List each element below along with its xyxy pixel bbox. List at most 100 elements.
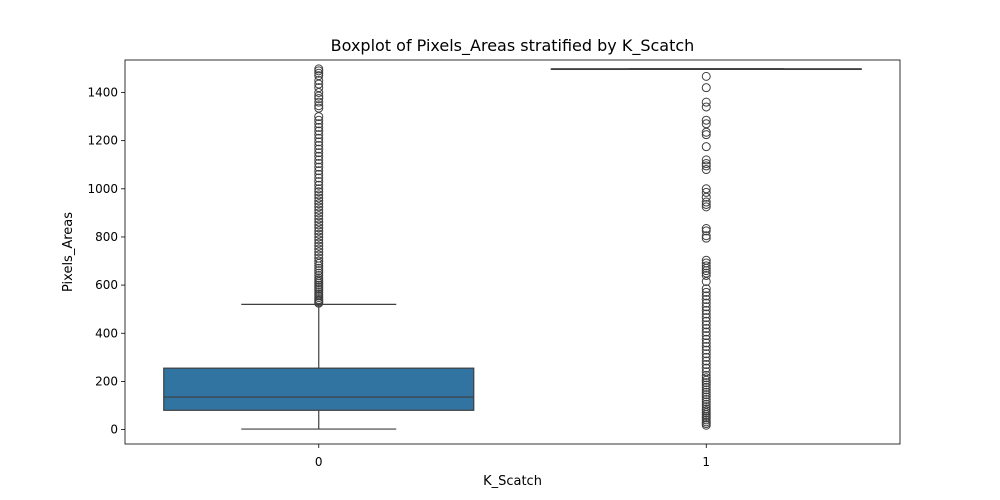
outlier-point [701, 161, 711, 171]
plot-frame [124, 59, 901, 445]
outlier-point [314, 180, 324, 190]
y-tick-label: 1200 [87, 134, 118, 148]
outlier-point [701, 331, 711, 341]
outlier-point [314, 270, 324, 280]
plot-area [163, 64, 862, 430]
outlier-point [314, 94, 324, 104]
chart-title: Boxplot of Pixels_Areas stratified by K_… [331, 36, 695, 56]
outlier-point [314, 256, 324, 266]
outlier-point [701, 115, 711, 125]
y-axis: 0 200 400 600 800 1000 1200 1400 [87, 86, 125, 437]
outlier-point [701, 385, 711, 395]
outlier-point [701, 373, 711, 383]
outlier-point [701, 71, 711, 81]
outlier-point [314, 273, 324, 283]
outlier-point [701, 302, 711, 312]
outlier-point [314, 162, 324, 172]
outlier-point [701, 261, 711, 271]
outlier-point [701, 370, 711, 380]
outlier-point [701, 360, 711, 370]
outlier-point [314, 199, 324, 209]
y-tick-label: 800 [95, 230, 118, 244]
outlier-point [701, 378, 711, 388]
outlier-point [314, 244, 324, 254]
y-tick-label: 400 [95, 326, 118, 340]
outlier-point [701, 345, 711, 355]
outlier-point [314, 241, 324, 251]
x-axis-label: K_Scatch [483, 474, 542, 489]
outlier-point [701, 287, 711, 297]
outlier-point [314, 148, 324, 158]
outlier-point [314, 155, 324, 165]
outlier-point [314, 184, 324, 194]
outlier-point [701, 155, 711, 165]
outlier-point [314, 235, 324, 245]
outlier-point [314, 177, 324, 187]
outlier-point [314, 64, 324, 74]
outlier-point [701, 142, 711, 152]
outlier-point [314, 247, 324, 257]
outlier-point [314, 173, 324, 183]
outlier-point [701, 284, 711, 294]
outlier-point [314, 226, 324, 236]
outlier-point [701, 231, 711, 241]
outlier-point [314, 196, 324, 206]
outlier-point [701, 309, 711, 319]
outlier-point [314, 268, 324, 278]
outlier-point [701, 298, 711, 308]
outlier-point [701, 184, 711, 194]
outlier-point [314, 217, 324, 227]
outlier-point [701, 255, 711, 265]
outlier-point [314, 208, 324, 218]
outlier-point [314, 193, 324, 203]
outlier-point [314, 133, 324, 143]
outlier-point [701, 119, 711, 129]
outlier-point [314, 68, 324, 78]
outlier-point [701, 316, 711, 326]
outlier-point [314, 144, 324, 154]
outlier-point [314, 214, 324, 224]
outlier-point [701, 338, 711, 348]
outlier-point [701, 291, 711, 301]
outlier-point [314, 263, 324, 273]
outlier-point [701, 356, 711, 366]
outlier-point [314, 159, 324, 169]
y-tick-label: 1400 [87, 86, 118, 100]
outlier-point [701, 305, 711, 315]
outlier-point [701, 187, 711, 197]
outlier-point [314, 253, 324, 263]
outlier-point [701, 341, 711, 351]
outlier-point [314, 103, 324, 113]
x-tick-label: 0 [315, 455, 323, 469]
outlier-point [701, 394, 711, 404]
outlier-point [701, 397, 711, 407]
outlier-point [701, 226, 711, 236]
outlier-point [701, 199, 711, 209]
outlier-point [314, 126, 324, 136]
outlier-point [701, 295, 711, 305]
y-tick-label: 0 [110, 423, 118, 437]
outlier-point [314, 122, 324, 132]
outlier-point [701, 83, 711, 93]
x-tick-label: 1 [702, 455, 710, 469]
outlier-point [314, 250, 324, 260]
box-iqr [163, 367, 475, 411]
outlier-point [314, 229, 324, 239]
outlier-point [314, 190, 324, 200]
outlier-point [314, 101, 324, 111]
outlier-point [701, 402, 711, 412]
outlier-point [314, 238, 324, 248]
outlier-point [314, 166, 324, 176]
outlier-point [701, 392, 711, 402]
outlier-point [701, 390, 711, 400]
outlier-point [701, 270, 711, 280]
y-tick-label: 1000 [87, 182, 118, 196]
outlier-point [314, 137, 324, 147]
y-axis-label: Pixels_Areas [61, 212, 76, 292]
outlier-point [701, 404, 711, 414]
outlier-point [314, 211, 324, 221]
outlier-point [701, 327, 711, 337]
outlier-point [701, 202, 711, 212]
outlier-point [701, 320, 711, 330]
